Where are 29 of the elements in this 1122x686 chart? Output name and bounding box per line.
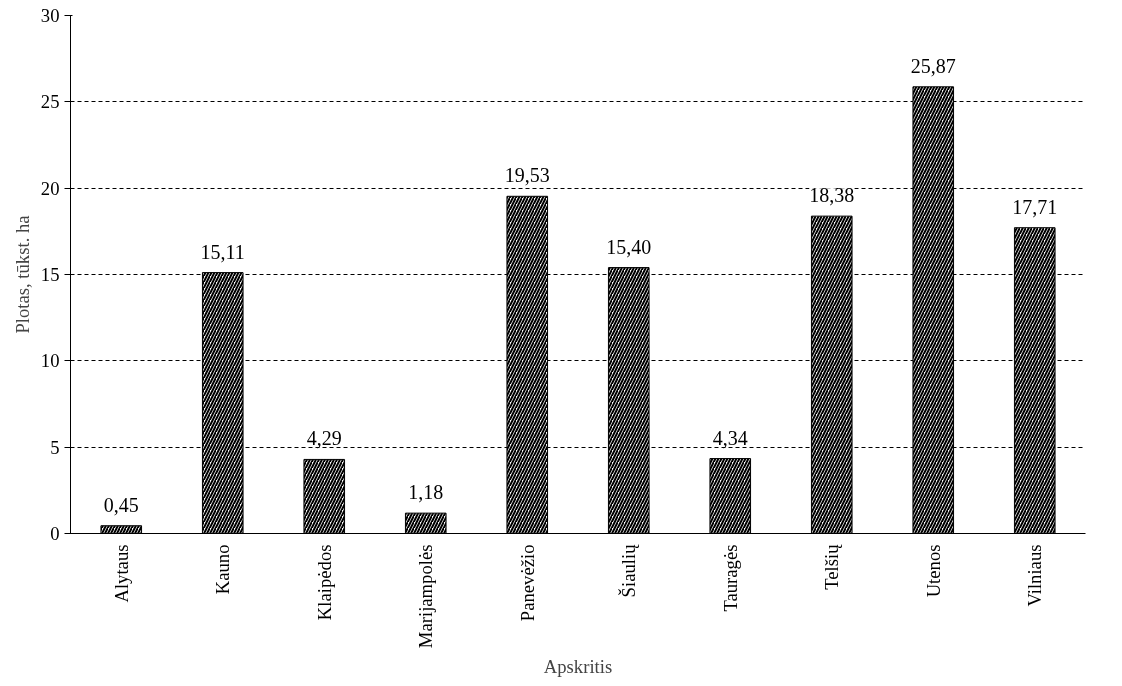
x-tick-label: Vilniaus [1024,544,1046,607]
x-tick-label: Alytaus [110,544,132,603]
data-label: 19,53 [504,164,550,187]
y-tick-label: 25 [40,91,60,113]
y-tick-label: 0 [50,523,60,544]
x-tick-label: Kauno [212,544,234,595]
x-tick-label: Utenos [922,544,944,598]
x-tick-label: Šiaulių [618,543,640,598]
data-label: 17,71 [1012,195,1058,218]
x-tick-label: Telšių [821,543,843,590]
y-tick-label: 30 [40,5,60,26]
x-tick-label: Tauragės [719,544,741,612]
y-tick-label: 20 [40,177,60,199]
y-tick-label: 15 [40,264,60,285]
y-tick-label: 10 [40,350,60,372]
data-label: 15,11 [200,240,245,263]
data-label: 4,29 [306,427,342,450]
data-label: 18,38 [809,184,855,207]
data-label: 15,40 [606,235,652,258]
data-label: 25,87 [910,54,956,77]
data-label: 1,18 [408,481,444,504]
data-label: 4,34 [712,426,748,449]
x-axis-title: Apskritis [543,656,613,678]
x-tick-label: Klaipėdos [313,544,335,621]
y-tick-label: 5 [50,436,60,458]
y-axis-title: Plotas, tūkst. ha [11,214,33,334]
x-tick-label: Marijampolės [415,544,437,649]
data-label: 0,45 [103,493,139,516]
x-tick-label: Panevėžio [516,544,538,622]
